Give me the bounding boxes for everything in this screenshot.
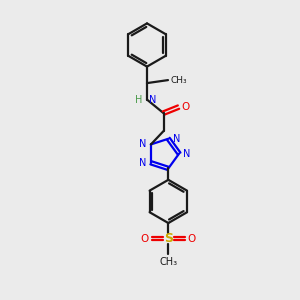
Text: O: O xyxy=(141,234,149,244)
Text: N: N xyxy=(183,148,191,159)
Text: CH₃: CH₃ xyxy=(159,256,177,267)
Text: N: N xyxy=(139,140,147,149)
Text: CH₃: CH₃ xyxy=(170,76,187,85)
Text: H: H xyxy=(135,94,142,105)
Text: N: N xyxy=(139,158,147,168)
Text: S: S xyxy=(164,232,173,245)
Text: N: N xyxy=(148,94,156,105)
Text: O: O xyxy=(188,234,196,244)
Text: N: N xyxy=(172,134,180,144)
Text: O: O xyxy=(182,102,190,112)
